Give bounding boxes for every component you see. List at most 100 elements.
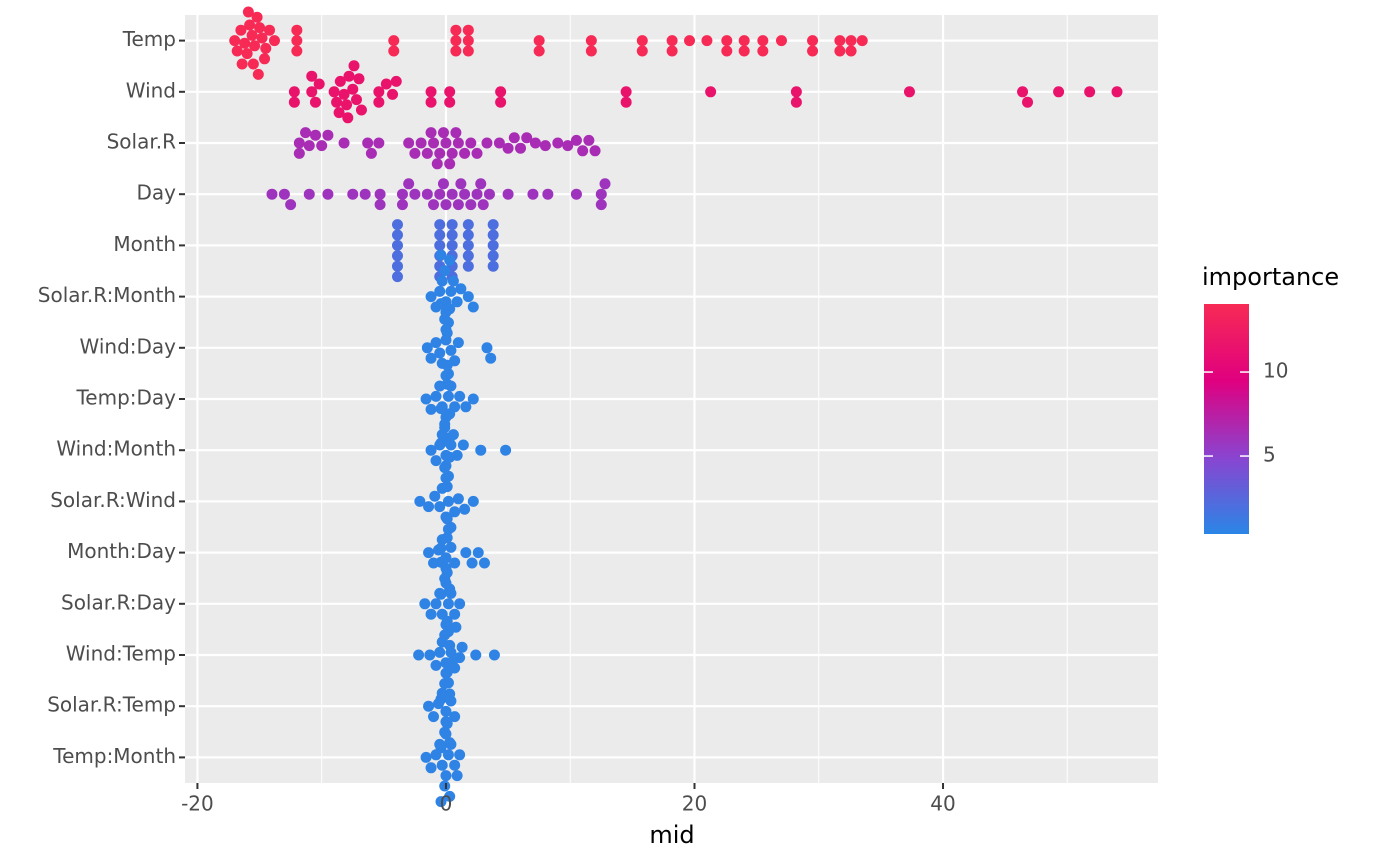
point [460, 401, 472, 413]
point [442, 677, 454, 689]
point [452, 199, 464, 211]
point [455, 178, 467, 190]
point [231, 45, 243, 57]
point [487, 229, 499, 241]
point [300, 127, 312, 139]
point [440, 728, 452, 740]
point [456, 641, 468, 653]
point [434, 439, 446, 451]
point [495, 86, 507, 98]
point [434, 646, 446, 658]
point [477, 199, 489, 211]
point [434, 501, 446, 513]
point [391, 229, 403, 241]
point [244, 19, 256, 31]
point [451, 296, 463, 308]
point [437, 178, 449, 190]
point [455, 283, 467, 295]
point [306, 86, 318, 98]
point [462, 229, 474, 241]
point [421, 342, 433, 354]
point [436, 429, 448, 441]
y-tick-label: Day [137, 181, 177, 205]
point [666, 45, 678, 57]
point [338, 137, 350, 149]
y-tick-label: Wind:Day [80, 334, 177, 358]
point [388, 45, 400, 57]
point [423, 501, 435, 513]
point [444, 158, 456, 170]
point [478, 557, 490, 569]
point [445, 344, 457, 356]
point [264, 24, 276, 36]
point [430, 598, 442, 610]
point [445, 541, 457, 553]
point [444, 408, 456, 420]
point [1111, 86, 1123, 98]
point [373, 86, 385, 98]
point [380, 78, 392, 90]
point [428, 711, 440, 723]
point [434, 738, 446, 750]
point [334, 75, 346, 87]
point [521, 132, 533, 144]
point [450, 24, 462, 36]
point [420, 393, 432, 405]
point [425, 127, 437, 139]
y-tick-label: Solar.R:Wind [50, 488, 176, 512]
point [705, 86, 717, 98]
y-tick-label: Month:Day [67, 539, 176, 563]
point [552, 137, 564, 149]
point [391, 250, 403, 262]
point [434, 147, 446, 159]
point [303, 188, 315, 200]
point [757, 45, 769, 57]
point [437, 127, 449, 139]
y-tick-label: Temp [122, 27, 176, 51]
point [425, 291, 437, 303]
point [454, 390, 466, 402]
point [449, 711, 461, 723]
x-tick-label: 0 [440, 792, 453, 816]
point [452, 337, 464, 349]
point [462, 260, 474, 272]
point [252, 68, 264, 80]
point [390, 75, 402, 87]
point [421, 147, 433, 159]
point [391, 219, 403, 231]
point [459, 147, 471, 159]
point [362, 137, 374, 149]
point [441, 615, 453, 627]
point [374, 188, 386, 200]
point [636, 45, 648, 57]
point [342, 112, 354, 124]
point [465, 199, 477, 211]
point [445, 587, 457, 599]
point [428, 137, 440, 149]
point [487, 250, 499, 262]
point [293, 137, 305, 149]
point [373, 137, 385, 149]
point [450, 127, 462, 139]
point [542, 188, 554, 200]
point [293, 147, 305, 159]
point [396, 188, 408, 200]
point [599, 178, 611, 190]
point [435, 796, 447, 808]
point [260, 42, 272, 54]
point [425, 96, 437, 108]
point [465, 137, 477, 149]
point [440, 324, 452, 336]
point [757, 35, 769, 47]
point [570, 134, 582, 146]
point [338, 88, 350, 100]
point [462, 250, 474, 262]
point [391, 239, 403, 251]
point [249, 40, 261, 52]
point [834, 45, 846, 57]
point [434, 347, 446, 359]
point [462, 219, 474, 231]
point [236, 58, 248, 70]
point [403, 137, 415, 149]
point [447, 429, 459, 441]
